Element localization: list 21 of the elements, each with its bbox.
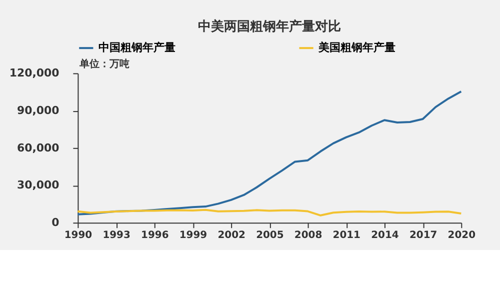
x-tick-label: 1999	[179, 230, 208, 242]
x-tick-label: 2020	[448, 230, 476, 242]
y-tick-label: 90,000	[17, 104, 60, 118]
y-tick-label: 30,000	[17, 178, 60, 192]
y-tick-label: 120,000	[9, 66, 60, 80]
y-tick-label: 60,000	[17, 141, 60, 154]
text: 单位：万吨	[78, 58, 130, 70]
x-tick-label: 1990	[64, 230, 92, 242]
x-tick-label: 2008	[294, 230, 322, 242]
x-tick-label: 2011	[332, 230, 361, 242]
x-tick-label: 1996	[141, 230, 169, 242]
chart-title: 中美两国粗钢年产量对比	[198, 18, 341, 34]
x-tick-label: 1993	[102, 230, 130, 242]
y-tick-label: 0	[52, 216, 60, 230]
legend-label: 中国粗钢年产量	[98, 41, 176, 54]
x-tick-label: 2005	[256, 230, 284, 242]
legend-label: 美国粗钢年产量	[318, 41, 396, 54]
x-tick-label: 2014	[371, 230, 399, 242]
line-series	[76, 90, 462, 216]
x-tick-label: 2002	[218, 230, 246, 242]
x-tick-label: 2017	[409, 230, 438, 242]
